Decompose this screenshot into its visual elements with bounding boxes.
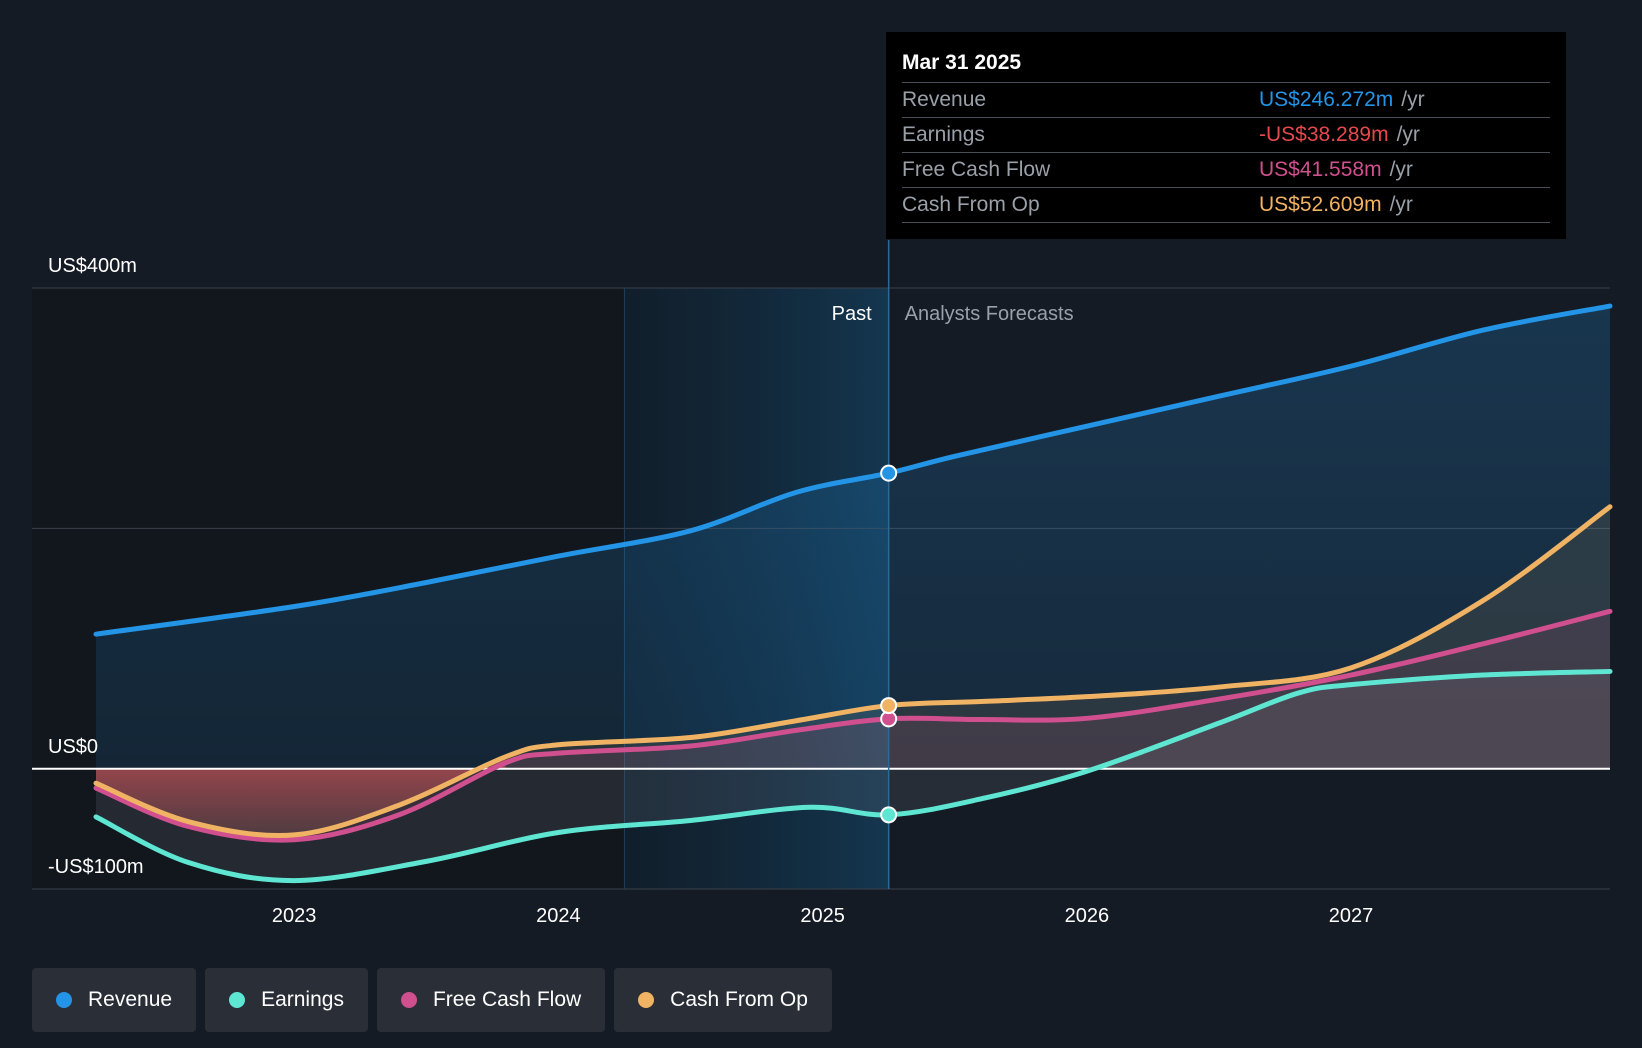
x-tick-label: 2024 <box>536 905 581 927</box>
past-label: Past <box>832 303 872 325</box>
legend-label: Earnings <box>261 988 344 1011</box>
revenue-area <box>96 306 1610 769</box>
tooltip-unit: /yr <box>1389 158 1413 181</box>
free-cash-flow-area <box>96 611 1610 841</box>
y-axis-labels: US$400m US$0 -US$100m <box>48 255 144 878</box>
cash-from-op-marker <box>880 697 898 715</box>
tooltip-row-free-cash-flow: Free Cash Flow US$41.558m /yr <box>902 152 1550 187</box>
tooltip-unit: /yr <box>1389 193 1413 216</box>
legend-item-free-cash-flow[interactable]: Free Cash Flow <box>376 968 606 1032</box>
revenue-dot-icon <box>56 992 72 1008</box>
x-tick-label: 2026 <box>1065 905 1110 927</box>
tooltip-label: Revenue <box>902 88 987 111</box>
tooltip: Mar 31 2025 Revenue US$246.272m /yr Earn… <box>886 32 1566 239</box>
revenue-marker <box>880 464 898 482</box>
legend: Revenue Earnings Free Cash Flow Cash Fro… <box>32 968 832 1032</box>
free-cash-flow-line <box>93 608 1613 843</box>
earnings-area <box>96 671 1610 881</box>
tooltip-date: Mar 31 2025 <box>902 51 1022 74</box>
legend-item-revenue[interactable]: Revenue <box>32 968 197 1032</box>
free-cash-flow-dot-icon <box>400 992 417 1008</box>
legend-item-earnings[interactable]: Earnings <box>205 968 368 1032</box>
cash-from-op-dot-icon <box>638 992 655 1008</box>
legend-label: Cash From Op <box>670 988 808 1011</box>
tooltip-value: US$246.272m <box>1259 88 1394 111</box>
negative-area <box>96 756 506 836</box>
tooltip-label: Free Cash Flow <box>902 158 1051 181</box>
tooltip-unit: /yr <box>1401 88 1425 111</box>
earnings-dot-icon <box>229 992 246 1008</box>
x-tick-label: 2027 <box>1329 905 1374 927</box>
y-axis-label: US$0 <box>48 736 98 758</box>
x-tick-label: 2023 <box>272 905 317 927</box>
tooltip-value: -US$38.289m <box>1259 123 1389 146</box>
tooltip-value: US$52.609m <box>1259 193 1382 216</box>
tooltip-row-revenue: Revenue US$246.272m /yr <box>902 82 1550 117</box>
tooltip-label: Earnings <box>902 123 985 146</box>
legend-label: Revenue <box>88 988 173 1011</box>
y-axis-label: -US$100m <box>48 856 144 878</box>
legend-item-cash-from-op[interactable]: Cash From Op <box>614 968 832 1032</box>
cash-from-op-line <box>93 504 1613 838</box>
x-tick-label: 2025 <box>800 905 845 927</box>
tooltip-value: US$41.558m <box>1259 158 1382 181</box>
series-markers <box>880 464 898 824</box>
y-axis-label: US$400m <box>48 255 137 277</box>
x-axis-labels: 2023 2024 2025 2026 2027 <box>272 905 1373 927</box>
tooltip-unit: /yr <box>1396 123 1420 146</box>
earnings-marker <box>880 806 898 824</box>
cash-from-op-area <box>96 506 1610 836</box>
tooltip-label: Cash From Op <box>902 193 1040 216</box>
legend-label: Free Cash Flow <box>432 988 582 1011</box>
series-areas <box>96 306 1610 881</box>
tooltip-row-cash-from-op: Cash From Op US$52.609m /yr <box>902 187 1550 223</box>
forecast-label: Analysts Forecasts <box>905 303 1074 325</box>
tooltip-row-earnings: Earnings -US$38.289m /yr <box>902 117 1550 152</box>
